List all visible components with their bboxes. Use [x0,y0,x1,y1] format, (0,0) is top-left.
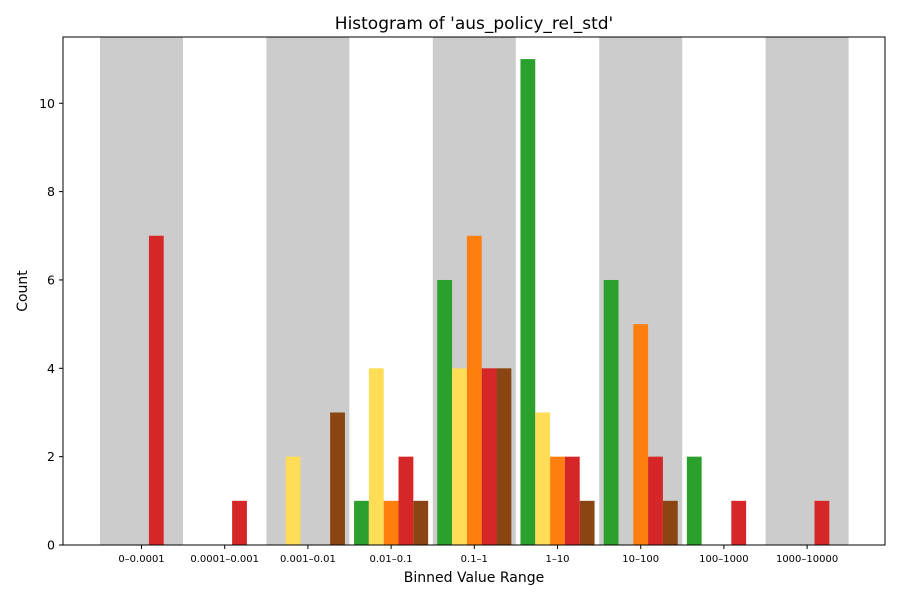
bar [413,500,429,545]
bar [603,279,619,545]
bar [686,456,702,545]
bar [662,500,678,545]
y-tick-label: 6 [47,272,55,287]
bar [466,235,482,546]
y-tick-label: 2 [47,449,55,464]
bar [814,500,830,545]
bin-shade [765,37,849,545]
bar [579,500,595,545]
bar [437,279,453,545]
bar [633,324,649,545]
bar [398,456,414,545]
bar [731,500,747,545]
x-tick-label: 0.0001–0.001 [190,554,259,565]
x-tick-label: 0.1–1 [461,554,488,565]
x-tick-label: 10–100 [622,554,659,565]
y-tick-label: 0 [47,538,55,553]
bar [481,368,497,545]
x-tick-label: 100–1000 [699,554,749,565]
bar [285,456,301,545]
bar [648,456,663,545]
bars-layer [148,59,830,546]
bin-shading-layer [100,37,849,545]
x-axis: 0–0.0001 0.0001–0.001 0.001–0.01 0.01–0.1 0.… [118,545,838,565]
bin-shade [100,37,183,545]
bar [383,500,399,545]
bar [564,456,580,545]
y-axis: 0 2 4 6 8 10 [39,96,63,553]
chart-title: Histogram of 'aus_policy_rel_std' [335,14,613,34]
bar [496,368,512,545]
y-tick-label: 8 [47,184,55,199]
x-tick-label: 1–10 [545,554,569,565]
y-tick-label: 10 [39,96,55,111]
x-tick-label: 0–0.0001 [118,554,164,565]
bar [520,59,536,546]
x-tick-label: 0.001–0.01 [280,554,336,565]
bar [148,235,164,546]
bar [330,412,345,545]
bar [368,368,384,545]
bar [550,456,565,545]
bar [452,368,467,545]
x-tick-label: 1000–10000 [776,554,838,565]
x-tick-label: 0.01–0.1 [370,554,413,565]
y-tick-label: 4 [47,361,55,376]
bar [232,500,247,545]
y-axis-label: Count [15,270,31,312]
bar [535,412,551,545]
x-axis-label: Binned Value Range [404,570,544,586]
bar [354,500,369,545]
